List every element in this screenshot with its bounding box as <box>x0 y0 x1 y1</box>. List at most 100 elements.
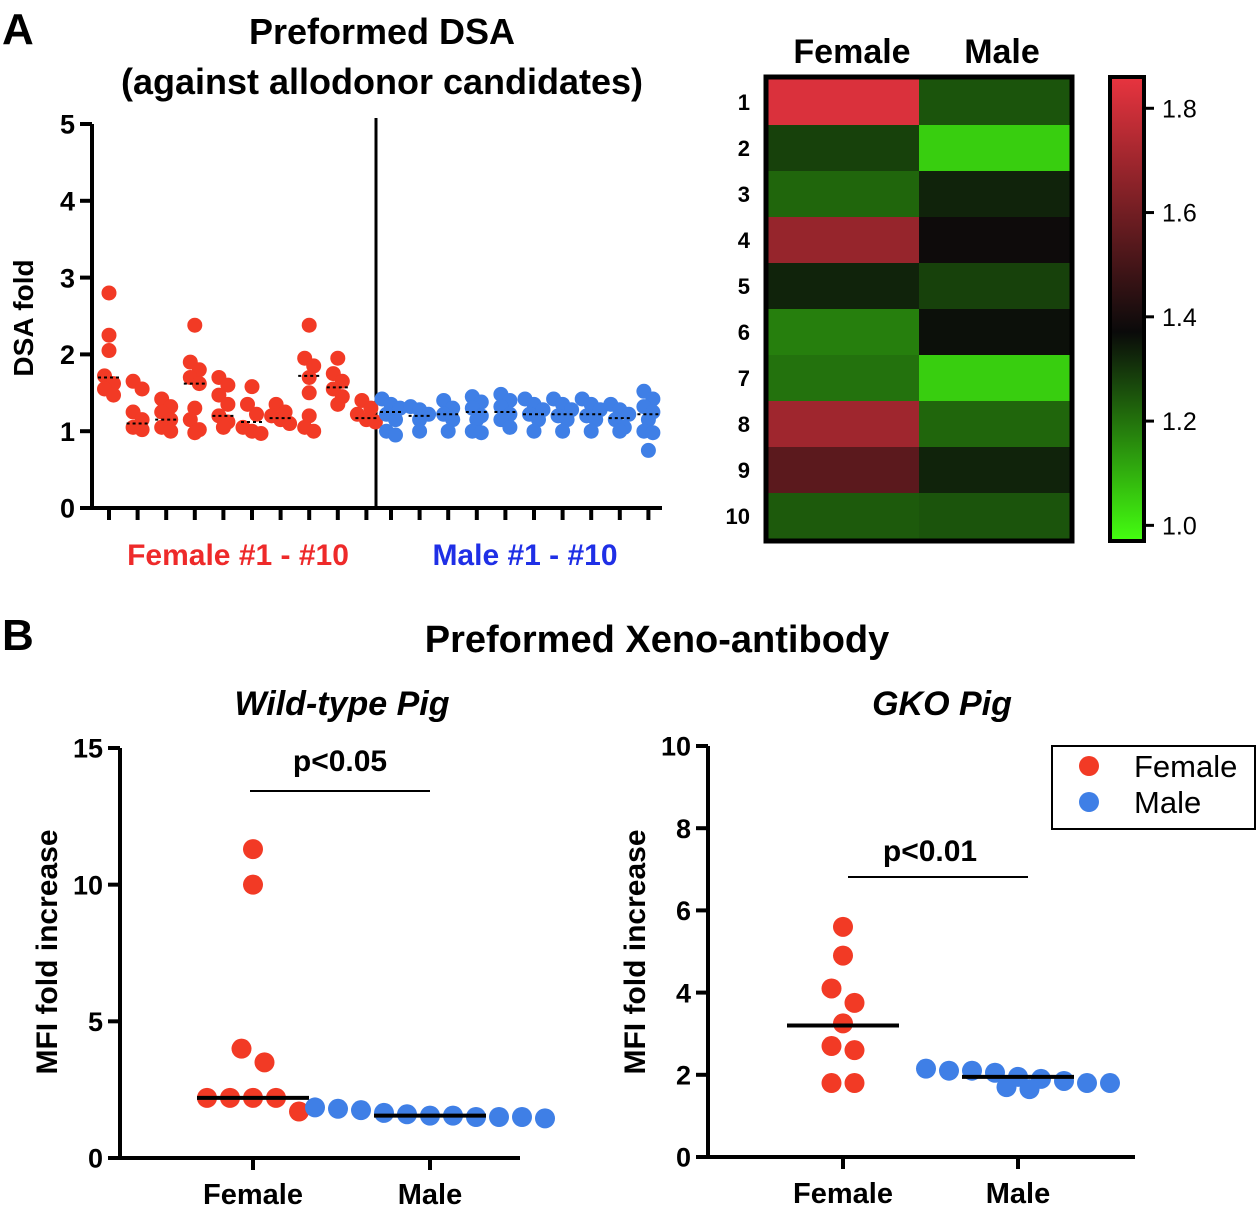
dsa-y-tick-label: 0 <box>60 494 75 524</box>
heatmap-row-label: 1 <box>738 90 750 115</box>
gko-point <box>1019 1079 1040 1100</box>
wt-series-female <box>197 839 309 1122</box>
heatmap-cell <box>919 355 1070 401</box>
heatmap-cells <box>768 79 1070 539</box>
gko-point <box>1100 1073 1120 1094</box>
gko-point <box>844 992 865 1013</box>
dsa-point <box>101 343 117 359</box>
gko-y-tick-label: 6 <box>676 896 691 926</box>
dsa-donor-male-3 <box>436 392 461 439</box>
wt-point <box>243 874 263 895</box>
colorbar-ticks: 1.0 1.2 1.4 1.6 1.8 <box>1144 95 1197 540</box>
dsa-point <box>106 387 121 403</box>
gko-point <box>996 1077 1017 1098</box>
colorbar-tick-label: 1.8 <box>1162 95 1197 123</box>
dsa-point <box>440 423 456 439</box>
dsa-donor-male-8 <box>574 391 608 439</box>
dsa-point <box>583 423 599 439</box>
dsa-point <box>301 408 317 424</box>
dsa-point <box>253 426 269 442</box>
dsa-point <box>220 396 236 412</box>
xeno-section-title: Preformed Xeno-antibody <box>425 619 890 661</box>
gko-y-tick-label: 8 <box>676 814 691 844</box>
dsa-point <box>306 358 322 374</box>
dsa-point <box>191 376 207 392</box>
wt-axes: 0 5 10 15 Female Male <box>73 734 520 1211</box>
heatmap-cell <box>919 217 1070 263</box>
heatmap-cell <box>768 263 919 309</box>
dsa-donor-male-5 <box>493 386 518 435</box>
dsa-point <box>182 412 198 428</box>
dsa-points <box>97 285 661 458</box>
dsa-point <box>388 427 403 443</box>
dsa-point <box>220 377 236 393</box>
dsa-point <box>301 317 317 333</box>
heatmap-cell <box>768 401 919 447</box>
wt-x-tick-label: Male <box>398 1179 462 1211</box>
gko-point <box>1054 1070 1074 1091</box>
gko-point <box>833 916 853 937</box>
dsa-scatter-chart: Preformed DSA (against allodonor candida… <box>8 11 662 572</box>
dsa-point <box>531 412 546 428</box>
wt-point <box>243 839 263 860</box>
dsa-point <box>612 423 628 439</box>
dsa-point <box>330 396 346 412</box>
legend-male-marker <box>1079 792 1099 812</box>
dsa-point <box>640 412 656 428</box>
dsa-donor-female-6 <box>235 379 269 442</box>
heatmap-cell <box>919 309 1070 355</box>
gko-point <box>833 1013 853 1034</box>
heatmap-cell <box>768 79 919 125</box>
wt-point <box>328 1098 348 1119</box>
gko-y-tick-label: 4 <box>676 978 691 1008</box>
dsa-donor-male-10 <box>636 383 661 458</box>
dsa-female-group-label: Female #1 - #10 <box>127 539 349 572</box>
dsa-point <box>249 406 264 422</box>
dsa-point <box>134 422 150 438</box>
dsa-donor-male-4 <box>464 389 489 441</box>
dsa-donor-female-2 <box>125 373 150 438</box>
dsa-donor-male-6 <box>517 391 551 439</box>
heatmap-row-label: 8 <box>738 412 750 437</box>
legend-male-label: Male <box>1134 785 1201 820</box>
colorbar-tick-label: 1.6 <box>1162 200 1197 228</box>
colorbar-tick-label: 1.2 <box>1162 408 1197 436</box>
heatmap-row-label: 4 <box>738 228 751 253</box>
dsa-point <box>101 327 117 343</box>
panel-a-label: A <box>2 5 34 54</box>
dsa-point <box>301 385 317 401</box>
dsa-y-tick-label: 2 <box>60 340 75 370</box>
wt-y-axis-label: MFI fold increase <box>31 829 64 1074</box>
dsa-donor-male-1 <box>374 391 408 443</box>
dsa-point <box>244 379 260 395</box>
dsa-point <box>559 412 575 428</box>
dsa-point <box>306 423 322 439</box>
dsa-point <box>163 423 179 439</box>
wt-point <box>489 1107 509 1127</box>
wt-y-tick-label: 5 <box>88 1007 103 1037</box>
dsa-point <box>526 423 542 439</box>
gko-y-axis-label: MFI fold increase <box>619 829 652 1074</box>
wt-x-tick-label: Female <box>203 1179 303 1211</box>
wt-point <box>305 1097 325 1118</box>
dsa-title: Preformed DSA <box>249 11 515 52</box>
heatmap-cell <box>919 79 1070 125</box>
gko-series-female <box>787 916 899 1094</box>
dsa-y-tick-label: 3 <box>60 263 75 293</box>
heatmap-border <box>763 74 1075 544</box>
dsa-donor-male-7 <box>546 391 580 439</box>
dsa-point <box>187 400 203 416</box>
dsa-point <box>282 416 298 432</box>
dsa-point <box>187 317 203 333</box>
dsa-donor-female-10 <box>349 392 383 430</box>
gko-point <box>939 1060 959 1081</box>
heatmap-col-male: Male <box>964 33 1040 71</box>
dsa-point <box>101 285 117 301</box>
dsa-donor-female-1 <box>97 285 121 403</box>
wt-pvalue: p<0.05 <box>293 745 387 778</box>
dsa-point <box>211 387 227 403</box>
dsa-point <box>621 406 637 422</box>
heatmap-row-label: 3 <box>738 182 750 207</box>
heatmap-cell <box>919 493 1070 539</box>
